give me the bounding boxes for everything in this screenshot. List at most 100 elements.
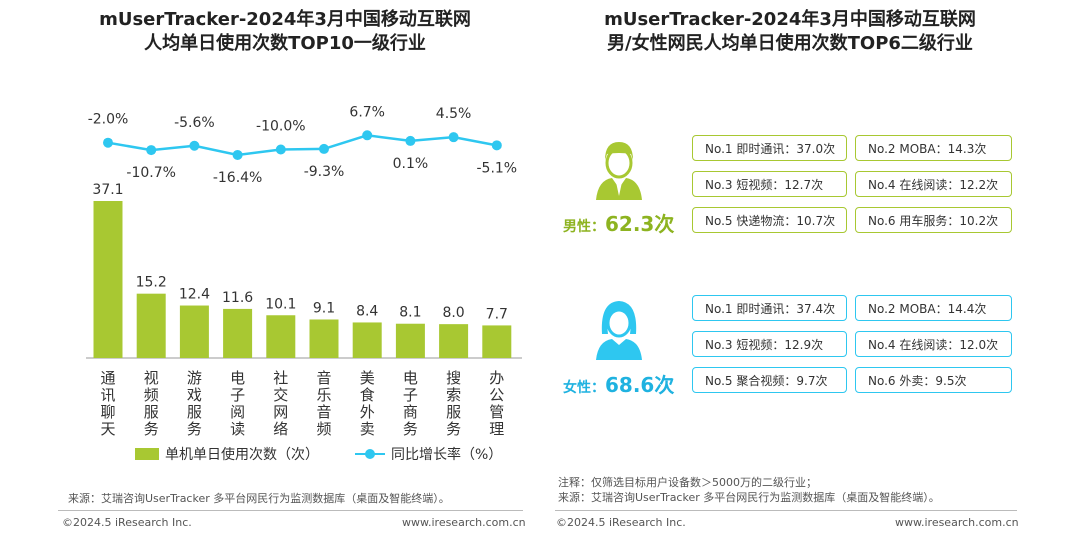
growth-value-label: -10.7% [126, 165, 176, 181]
bar [395, 323, 425, 358]
x-tick-label-char: 服 [187, 403, 202, 421]
x-tick-label-char: 务 [403, 420, 418, 438]
x-tick-label-char: 理 [489, 420, 504, 438]
growth-point [491, 140, 502, 151]
x-tick-label-char: 音 [316, 369, 331, 387]
x-tick-label-char: 办 [489, 369, 504, 387]
x-tick-label-char: 通 [100, 369, 115, 387]
male-item-3: No.3 短视频：12.7次 [692, 171, 847, 197]
female-user-icon [596, 301, 642, 360]
left-chart-title: mUserTracker-2024年3月中国移动互联网 人均单日使用次数TOP1… [40, 8, 530, 56]
x-tick-label-char: 管 [489, 403, 504, 421]
x-tick-label-char: 频 [316, 420, 331, 438]
growth-point [405, 135, 416, 146]
x-tick-label-char: 电 [403, 369, 418, 387]
growth-value-label: 6.7% [349, 104, 385, 120]
growth-point [448, 132, 459, 143]
growth-point [319, 143, 329, 154]
x-tick-label-char: 服 [144, 403, 159, 421]
x-tick-label-char: 阅 [230, 403, 245, 421]
right-source: 来源：艾瑞咨询UserTracker 多平台网民行为监测数据库（桌面及智能终端）… [558, 491, 940, 504]
female-item-2: No.2 MOBA：14.4次 [855, 295, 1012, 321]
x-tick-label-char: 络 [273, 420, 288, 438]
female-item-3: No.3 短视频：12.9次 [692, 331, 847, 357]
growth-value-label: -16.4% [213, 170, 263, 186]
x-tick-label-char: 美 [360, 369, 375, 387]
growth-point [362, 130, 373, 141]
left-title-line2: 人均单日使用次数TOP10一级行业 [144, 33, 426, 54]
legend-bar-item: 单机单日使用次数（次） [135, 444, 319, 464]
x-tick-label-char: 务 [187, 420, 202, 438]
male-item-4: No.4 在线阅读：12.2次 [855, 171, 1012, 197]
x-tick-label-char: 索 [446, 386, 461, 404]
x-tick-label-char: 搜 [446, 369, 461, 387]
growth-point [275, 144, 286, 155]
left-url: www.iresearch.com.cn [402, 516, 526, 529]
female-item-6: No.6 外卖：9.5次 [855, 367, 1012, 393]
x-tick-label-char: 电 [230, 369, 245, 387]
growth-value-label: -2.0% [88, 112, 129, 128]
x-tick-label-char: 卖 [360, 420, 375, 438]
male-total-label: 男性： [563, 219, 605, 235]
x-tick-label-char: 聊 [100, 403, 115, 421]
growth-point [103, 137, 113, 148]
x-tick-label-char: 务 [446, 420, 461, 438]
x-tick-label-char: 乐 [316, 386, 331, 404]
x-tick-label-char: 交 [273, 386, 288, 404]
left-source: 来源：艾瑞咨询UserTracker 多平台网民行为监测数据库（桌面及智能终端）… [68, 492, 450, 505]
x-tick-label-char: 游 [187, 369, 202, 387]
x-tick-label-char: 商 [403, 403, 418, 421]
bar [439, 324, 469, 358]
x-tick-label-char: 子 [230, 386, 245, 404]
male-item-6: No.6 用车服务：10.2次 [855, 207, 1012, 233]
female-item-5: No.5 聚合视频：9.7次 [692, 367, 847, 393]
right-note: 注释：仅筛选目标用户设备数＞5000万的二级行业； [558, 476, 817, 489]
right-divider [555, 510, 1017, 511]
growth-value-label: -5.1% [476, 160, 517, 176]
growth-value-label: 4.5% [436, 106, 472, 122]
bar-value-label: 12.4 [179, 287, 210, 303]
right-title-line1: mUserTracker-2024年3月中国移动互联网 [604, 9, 976, 30]
growth-value-label: 0.1% [393, 156, 429, 172]
right-title-line2: 男/女性网民人均单日使用次数TOP6二级行业 [607, 33, 973, 54]
x-tick-label-char: 务 [144, 420, 159, 438]
x-tick-label-char: 社 [273, 369, 288, 387]
x-tick-label-char: 音 [316, 403, 331, 421]
growth-value-label: -9.3% [304, 164, 345, 180]
growth-point [232, 149, 243, 160]
bar [223, 308, 253, 358]
bar-value-label: 8.4 [356, 303, 378, 319]
x-tick-label-char: 服 [446, 403, 461, 421]
x-tick-label-char: 讯 [100, 386, 115, 404]
bar-value-label: 15.2 [136, 275, 167, 291]
legend-line-item: 同比增长率（%） [355, 444, 502, 464]
female-item-4: No.4 在线阅读：12.0次 [855, 331, 1012, 357]
right-panel-title: mUserTracker-2024年3月中国移动互联网 男/女性网民人均单日使用… [555, 8, 1025, 56]
female-item-1: No.1 即时通讯：37.4次 [692, 295, 847, 321]
growth-line [107, 134, 498, 157]
bar [136, 293, 166, 358]
bar-value-label: 7.7 [486, 306, 508, 322]
x-tick-label-char: 读 [230, 420, 245, 438]
growth-point [146, 145, 157, 156]
male-total-value: 62.3次 [605, 212, 675, 236]
left-copyright: ©2024.5 iResearch Inc. [62, 516, 192, 529]
growth-value-label: -5.6% [174, 115, 215, 131]
x-tick-label-char: 外 [360, 403, 375, 421]
bar [266, 315, 296, 358]
x-tick-label-char: 子 [403, 386, 418, 404]
bar [352, 322, 382, 358]
right-url: www.iresearch.com.cn [895, 516, 1019, 529]
bar [482, 325, 512, 358]
bar-value-label: 9.1 [313, 300, 335, 316]
female-total: 女性：68.6次 [563, 369, 674, 398]
growth-value-label: -10.0% [256, 119, 306, 135]
bar [309, 319, 339, 358]
bar-value-label: 10.1 [265, 296, 296, 312]
male-user-icon [596, 142, 642, 200]
male-item-1: No.1 即时通讯：37.0次 [692, 135, 847, 161]
right-copyright: ©2024.5 iResearch Inc. [556, 516, 686, 529]
x-tick-label-char: 网 [273, 403, 288, 421]
x-tick-label-char: 食 [360, 386, 375, 404]
